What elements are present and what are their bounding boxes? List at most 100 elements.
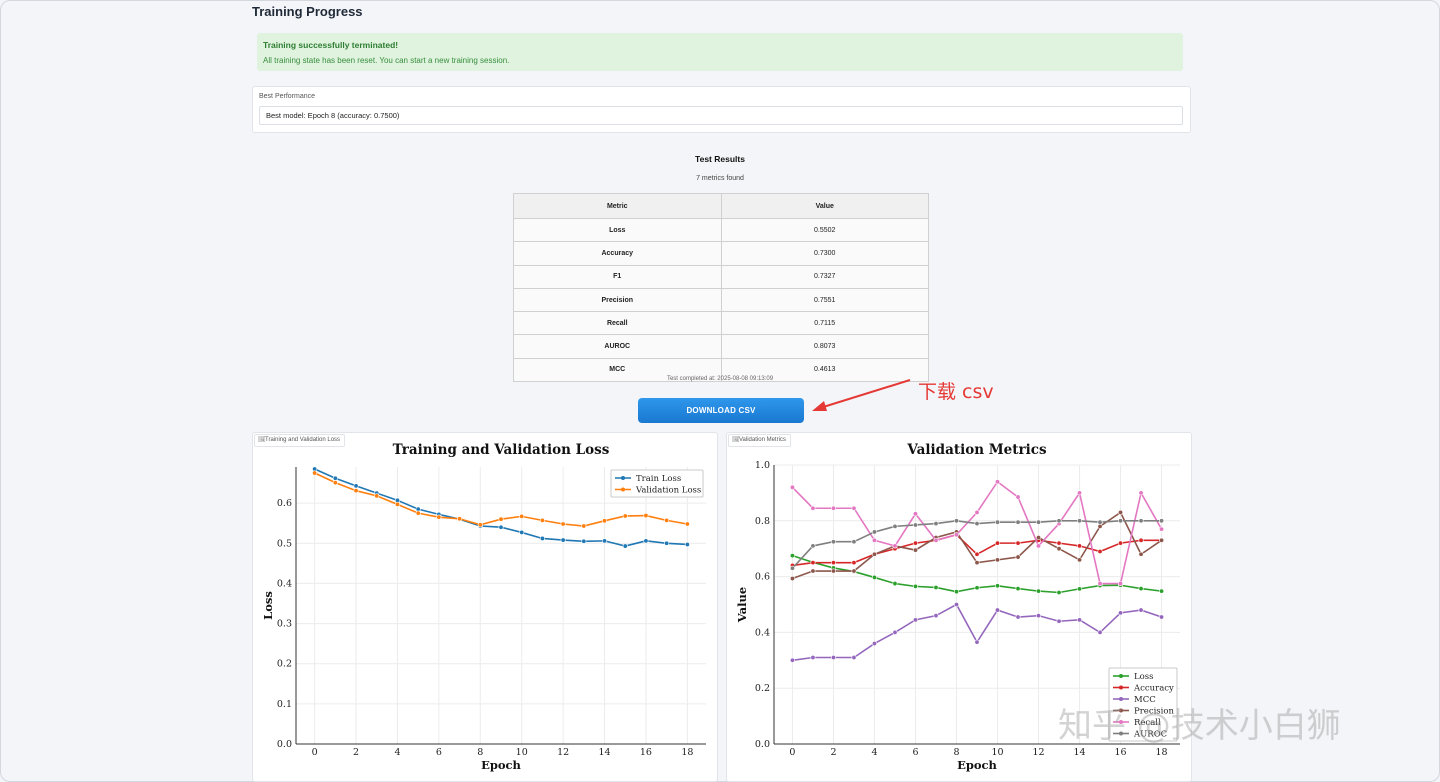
x-tick-label: 4 — [871, 747, 877, 758]
data-point — [457, 516, 463, 522]
metrics-chart-tag-label: Validation Metrics — [739, 437, 786, 443]
image-icon: 🖼 — [732, 437, 740, 443]
data-point — [974, 521, 980, 527]
data-point — [1138, 537, 1144, 543]
data-point — [436, 514, 442, 520]
data-point — [1056, 546, 1062, 552]
y-tick-label: 0.5 — [277, 538, 292, 549]
metric-name: Precision — [513, 287, 722, 313]
data-point — [995, 607, 1001, 613]
data-point — [1077, 617, 1083, 623]
x-tick-label: 12 — [1032, 747, 1044, 758]
x-tick-label: 6 — [436, 747, 442, 758]
data-point — [892, 523, 898, 529]
legend-label: Validation Loss — [635, 486, 701, 496]
data-point — [912, 522, 918, 528]
legend-marker — [1119, 731, 1123, 736]
data-point — [1159, 614, 1165, 620]
data-point — [1097, 523, 1103, 529]
data-point — [560, 521, 566, 527]
x-tick-label: 16 — [640, 747, 652, 758]
y-tick-label: 0.0 — [755, 739, 770, 750]
metric-value: 0.5502 — [720, 217, 929, 243]
x-tick-label: 18 — [681, 747, 693, 758]
table-row: Accuracy 0.7300 — [513, 241, 929, 266]
x-tick-label: 2 — [830, 747, 836, 758]
data-point — [1118, 581, 1124, 587]
data-point — [415, 510, 421, 516]
data-point — [1056, 518, 1062, 524]
x-tick-label: 6 — [912, 747, 918, 758]
y-tick-label: 0.2 — [277, 659, 292, 670]
x-tick-label: 0 — [789, 747, 795, 758]
data-point — [953, 602, 959, 608]
data-point — [519, 529, 525, 535]
data-point — [933, 521, 939, 527]
data-point — [643, 513, 649, 519]
data-point — [1097, 629, 1103, 635]
legend-label: Precision — [1134, 707, 1174, 717]
table-row: AUROC 0.8073 — [513, 334, 929, 359]
x-axis-label: Epoch — [957, 758, 997, 772]
data-point — [871, 551, 877, 557]
data-point — [789, 553, 795, 559]
data-point — [974, 551, 980, 557]
data-point — [1118, 610, 1124, 616]
data-point — [912, 583, 918, 589]
data-point — [995, 583, 1001, 589]
loss-chart-tag: 🖼Training and Validation Loss — [254, 434, 346, 447]
metrics-chart-tag: 🖼Validation Metrics — [728, 434, 791, 447]
data-point — [622, 543, 628, 549]
legend-label: MCC — [1134, 695, 1156, 705]
data-point — [974, 560, 980, 566]
metric-name: F1 — [513, 264, 722, 289]
data-point — [353, 488, 359, 494]
test-results-title: Test Results — [695, 154, 745, 164]
data-point — [374, 493, 380, 499]
data-point — [1138, 586, 1144, 592]
data-point — [1097, 548, 1103, 554]
data-point — [1077, 543, 1083, 549]
data-point — [1077, 490, 1083, 496]
data-point — [1056, 618, 1062, 624]
data-point — [789, 576, 795, 582]
data-point — [892, 543, 898, 549]
data-point — [995, 479, 1001, 485]
metric-value: 0.7300 — [720, 241, 929, 266]
data-point — [830, 655, 836, 661]
data-point — [1036, 543, 1042, 549]
table-row: Loss 0.5502 — [513, 217, 929, 243]
data-point — [1118, 540, 1124, 546]
table-row: Precision 0.7551 — [513, 287, 929, 313]
data-point — [394, 501, 400, 507]
data-point — [1036, 588, 1042, 594]
test-results-table: Metric Value Loss 0.5502 Accuracy 0.7300 F… — [513, 193, 929, 383]
legend-marker — [1119, 697, 1123, 701]
data-point — [1138, 518, 1144, 524]
legend-marker — [1119, 685, 1123, 690]
y-tick-label: 0.6 — [277, 498, 292, 509]
data-point — [912, 511, 918, 517]
download-csv-button[interactable]: DOWNLOAD CSV — [638, 398, 804, 423]
data-point — [789, 657, 795, 663]
metric-name: Accuracy — [513, 241, 722, 266]
data-point — [312, 470, 318, 476]
data-point — [892, 629, 898, 635]
loss-chart-tag-label: Training and Validation Loss — [265, 437, 341, 443]
data-point — [1097, 519, 1103, 525]
legend-marker — [621, 487, 625, 492]
data-point — [1036, 613, 1042, 619]
table-row: MCC 0.4613 — [513, 357, 929, 383]
data-point — [1118, 509, 1124, 515]
data-point — [1159, 518, 1165, 524]
chart-title: Validation Metrics — [906, 442, 1047, 458]
best-performance-field[interactable]: Best model: Epoch 8 (accuracy: 0.7500) — [259, 106, 1183, 125]
data-point — [353, 483, 359, 489]
image-icon: 🖼 — [258, 437, 266, 443]
data-point — [498, 516, 504, 522]
data-point — [933, 584, 939, 590]
data-point — [1118, 518, 1124, 524]
data-point — [810, 655, 816, 661]
data-point — [953, 532, 959, 538]
data-point — [851, 655, 857, 661]
